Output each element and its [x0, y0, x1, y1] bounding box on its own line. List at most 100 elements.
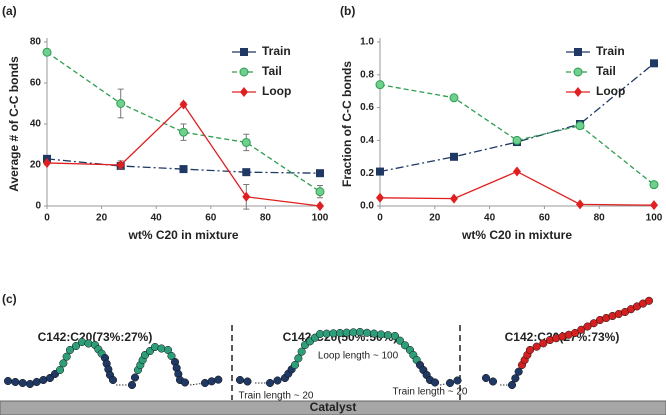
bead: [108, 375, 118, 385]
bead: [265, 378, 275, 388]
bead: [214, 375, 223, 384]
bead: [55, 365, 65, 375]
y-axis-label: Average # of C-C bonds: [7, 56, 21, 192]
x-tick-label: 60: [539, 213, 551, 224]
x-axis-label: wt% C20 in mixture: [127, 228, 238, 242]
marker: [375, 80, 385, 90]
bead: [525, 345, 535, 355]
x-tick-label: 40: [151, 213, 163, 224]
config-title: C142:C20(73%:27%): [38, 330, 153, 344]
x-tick-label: 80: [594, 213, 606, 224]
bead: [71, 341, 81, 351]
marker: [179, 165, 188, 174]
bead: [11, 377, 20, 387]
marker: [649, 180, 659, 190]
bead: [577, 325, 586, 334]
bead: [207, 377, 216, 386]
bead: [589, 319, 598, 328]
bead: [18, 378, 27, 388]
legend-label: Tail: [596, 64, 616, 78]
marker: [179, 99, 188, 110]
marker: [116, 160, 125, 170]
bead: [400, 341, 410, 350]
marker: [449, 93, 459, 103]
bead: [355, 327, 365, 337]
bead: [453, 376, 462, 385]
bead: [243, 377, 252, 386]
marker: [449, 193, 458, 204]
marker: [43, 157, 51, 168]
bead: [294, 354, 303, 363]
bead: [376, 330, 386, 339]
marker: [316, 169, 324, 178]
bead: [167, 351, 176, 361]
marker: [315, 187, 325, 197]
marker: [512, 135, 522, 145]
bead: [362, 328, 372, 337]
annotation: Train length ~ 20: [239, 391, 314, 402]
y-tick-label: 0.2: [360, 168, 374, 179]
bead: [644, 296, 654, 305]
marker: [42, 47, 52, 57]
bead: [369, 329, 379, 338]
bead: [235, 375, 245, 385]
bead: [583, 322, 592, 331]
marker: [576, 199, 585, 210]
bead: [65, 345, 75, 355]
x-tick-label: 20: [429, 213, 441, 224]
x-tick-label: 60: [205, 213, 217, 224]
y-tick-label: 60: [30, 78, 42, 89]
marker: [449, 152, 458, 161]
bead: [32, 377, 41, 387]
bead: [570, 328, 580, 338]
bead: [62, 352, 71, 361]
bead: [539, 339, 548, 348]
y-tick-label: 0.8: [360, 69, 374, 80]
legend-marker: [574, 87, 582, 97]
x-tick-label: 0: [377, 213, 383, 224]
legend-label: Train: [596, 44, 625, 58]
bead: [130, 373, 140, 382]
marker: [179, 127, 188, 137]
x-tick-label: 100: [312, 213, 329, 224]
panel-label: (a): [2, 4, 17, 18]
y-tick-label: 80: [30, 37, 42, 48]
bead: [59, 359, 68, 368]
series-line: [379, 62, 655, 173]
y-tick-label: 0.4: [360, 135, 374, 146]
bead: [273, 376, 282, 385]
marker: [242, 168, 251, 177]
legend-marker: [239, 67, 249, 77]
x-axis-label: wt% C20 in mixture: [461, 228, 572, 242]
x-tick-label: 40: [484, 213, 496, 224]
marker: [241, 137, 251, 147]
bead: [180, 378, 190, 387]
bead: [127, 380, 137, 390]
y-tick-label: 0.0: [360, 201, 374, 212]
y-tick-label: 1.0: [360, 37, 374, 48]
bead: [507, 380, 517, 390]
legend-marker: [573, 67, 583, 77]
bead: [511, 374, 520, 383]
bead: [3, 376, 13, 386]
bead: [395, 336, 405, 345]
marker: [650, 59, 658, 68]
y-tick-label: 20: [30, 160, 42, 171]
y-tick-label: 0.6: [360, 102, 374, 113]
marker: [575, 121, 585, 131]
annotation: Train length ~ 20: [393, 387, 468, 398]
bead: [488, 377, 498, 386]
catalyst-bar: [0, 400, 666, 415]
marker: [316, 201, 324, 211]
bead: [290, 360, 300, 370]
marker: [116, 99, 126, 108]
marker: [242, 191, 251, 202]
series-line: [46, 103, 321, 207]
series-line: [46, 51, 321, 193]
series-line: [379, 83, 655, 186]
y-axis-label: Fraction of C-C bonds: [340, 61, 354, 187]
legend-label: Loop: [596, 84, 625, 98]
bead: [163, 345, 173, 355]
bead: [383, 331, 393, 340]
